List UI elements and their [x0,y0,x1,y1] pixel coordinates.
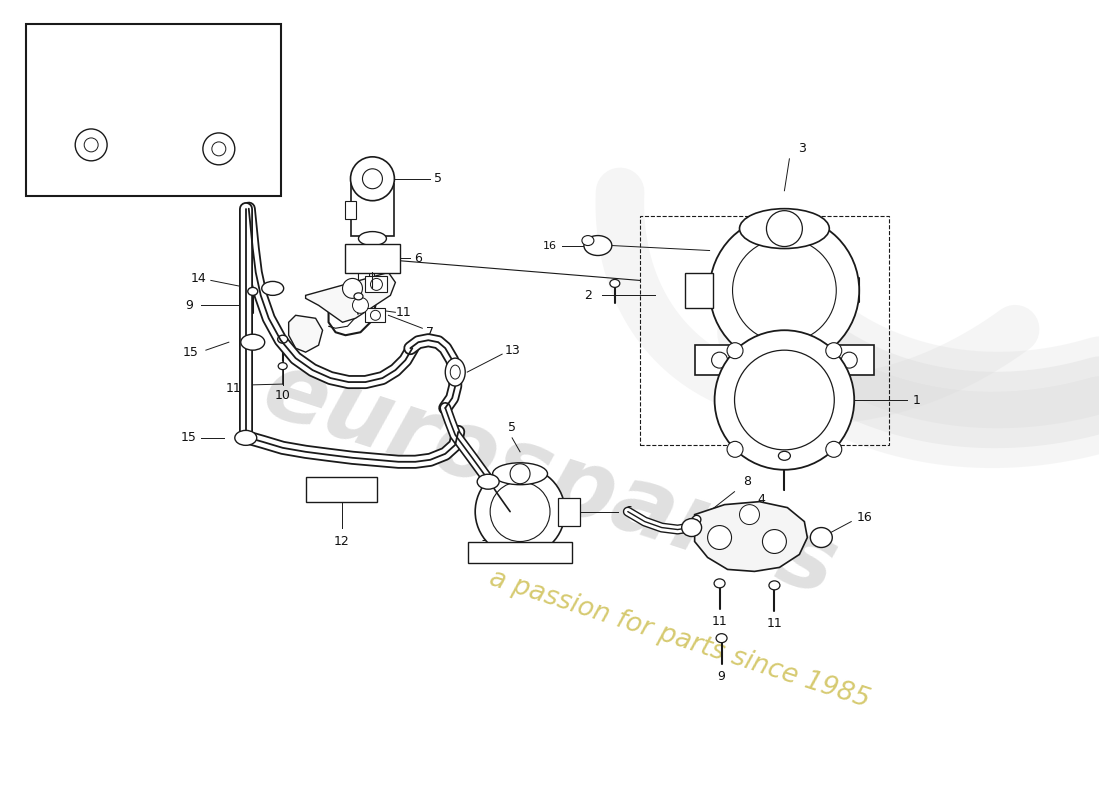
Ellipse shape [582,235,594,246]
Text: 12: 12 [333,535,350,548]
Polygon shape [694,502,807,571]
Ellipse shape [354,293,363,300]
Ellipse shape [248,287,257,295]
Bar [694,345,874,375]
Circle shape [826,442,842,458]
Circle shape [712,352,727,368]
Circle shape [342,278,363,298]
Ellipse shape [609,279,619,287]
Text: 5: 5 [434,172,442,186]
Polygon shape [151,83,202,117]
Ellipse shape [365,254,380,263]
Ellipse shape [477,474,499,489]
Circle shape [826,342,842,358]
Text: 16: 16 [543,241,557,250]
Text: 11: 11 [712,614,727,628]
Circle shape [75,129,107,161]
Circle shape [491,482,550,542]
Text: 10: 10 [275,389,290,402]
Text: 11: 11 [767,617,782,630]
Circle shape [735,350,834,450]
Ellipse shape [682,518,702,537]
Text: 14: 14 [191,272,207,285]
Bar [469,542,572,563]
Text: 15: 15 [183,346,199,358]
Circle shape [510,464,530,484]
Ellipse shape [277,335,288,343]
Bar [344,243,400,274]
Circle shape [767,210,802,246]
Ellipse shape [584,235,612,255]
Text: 16: 16 [856,511,872,524]
Ellipse shape [234,430,256,446]
Circle shape [779,354,791,366]
Circle shape [371,278,383,290]
Text: 13 14: 13 14 [326,484,358,494]
Polygon shape [101,93,146,123]
Circle shape [475,466,565,557]
Polygon shape [306,273,395,322]
Circle shape [733,238,836,342]
Ellipse shape [716,634,727,642]
Text: 2: 2 [584,289,592,302]
Circle shape [352,298,368,314]
Ellipse shape [714,579,725,588]
Ellipse shape [354,247,390,270]
Ellipse shape [241,334,265,350]
Text: 11: 11 [226,382,242,394]
Text: 6: 6 [415,252,422,265]
Polygon shape [288,315,322,352]
Circle shape [727,342,742,358]
Circle shape [707,526,732,550]
Polygon shape [56,81,268,149]
Circle shape [202,133,234,165]
Circle shape [351,157,395,201]
Text: 9: 9 [185,299,192,312]
Text: 3: 3 [799,142,806,155]
Ellipse shape [446,358,465,386]
Ellipse shape [811,527,833,547]
Text: 9: 9 [717,670,726,682]
Bar [684,274,713,308]
Text: eurospares: eurospares [252,344,848,616]
Circle shape [363,169,383,189]
Bar [306,477,377,502]
Ellipse shape [262,282,284,295]
Circle shape [212,142,226,156]
Circle shape [739,505,759,525]
Ellipse shape [493,462,548,485]
Ellipse shape [359,231,386,246]
Text: a passion for parts since 1985: a passion for parts since 1985 [486,566,873,713]
Ellipse shape [278,362,287,370]
Ellipse shape [450,365,460,379]
Text: 1: 1 [913,394,921,406]
Circle shape [715,330,855,470]
Bar [26,24,280,196]
Ellipse shape [739,209,829,249]
Text: 8: 8 [744,475,751,488]
Ellipse shape [779,451,791,460]
Circle shape [710,216,859,365]
Text: 4: 4 [758,493,766,506]
Text: 11: 11 [396,306,411,319]
Bar [365,277,387,292]
Circle shape [762,530,786,554]
Text: 15: 15 [182,431,197,444]
Text: 13: 13 [504,344,520,357]
Circle shape [727,442,742,458]
Bar [344,201,356,218]
Text: 6: 6 [624,505,631,518]
Bar [351,184,395,235]
Circle shape [85,138,98,152]
Circle shape [842,352,857,368]
Text: 14: 14 [481,531,496,544]
Text: 5: 5 [508,422,516,434]
Circle shape [371,310,381,320]
Text: 7: 7 [427,326,434,338]
Bar [365,308,385,322]
Bar [558,498,580,526]
Ellipse shape [769,581,780,590]
